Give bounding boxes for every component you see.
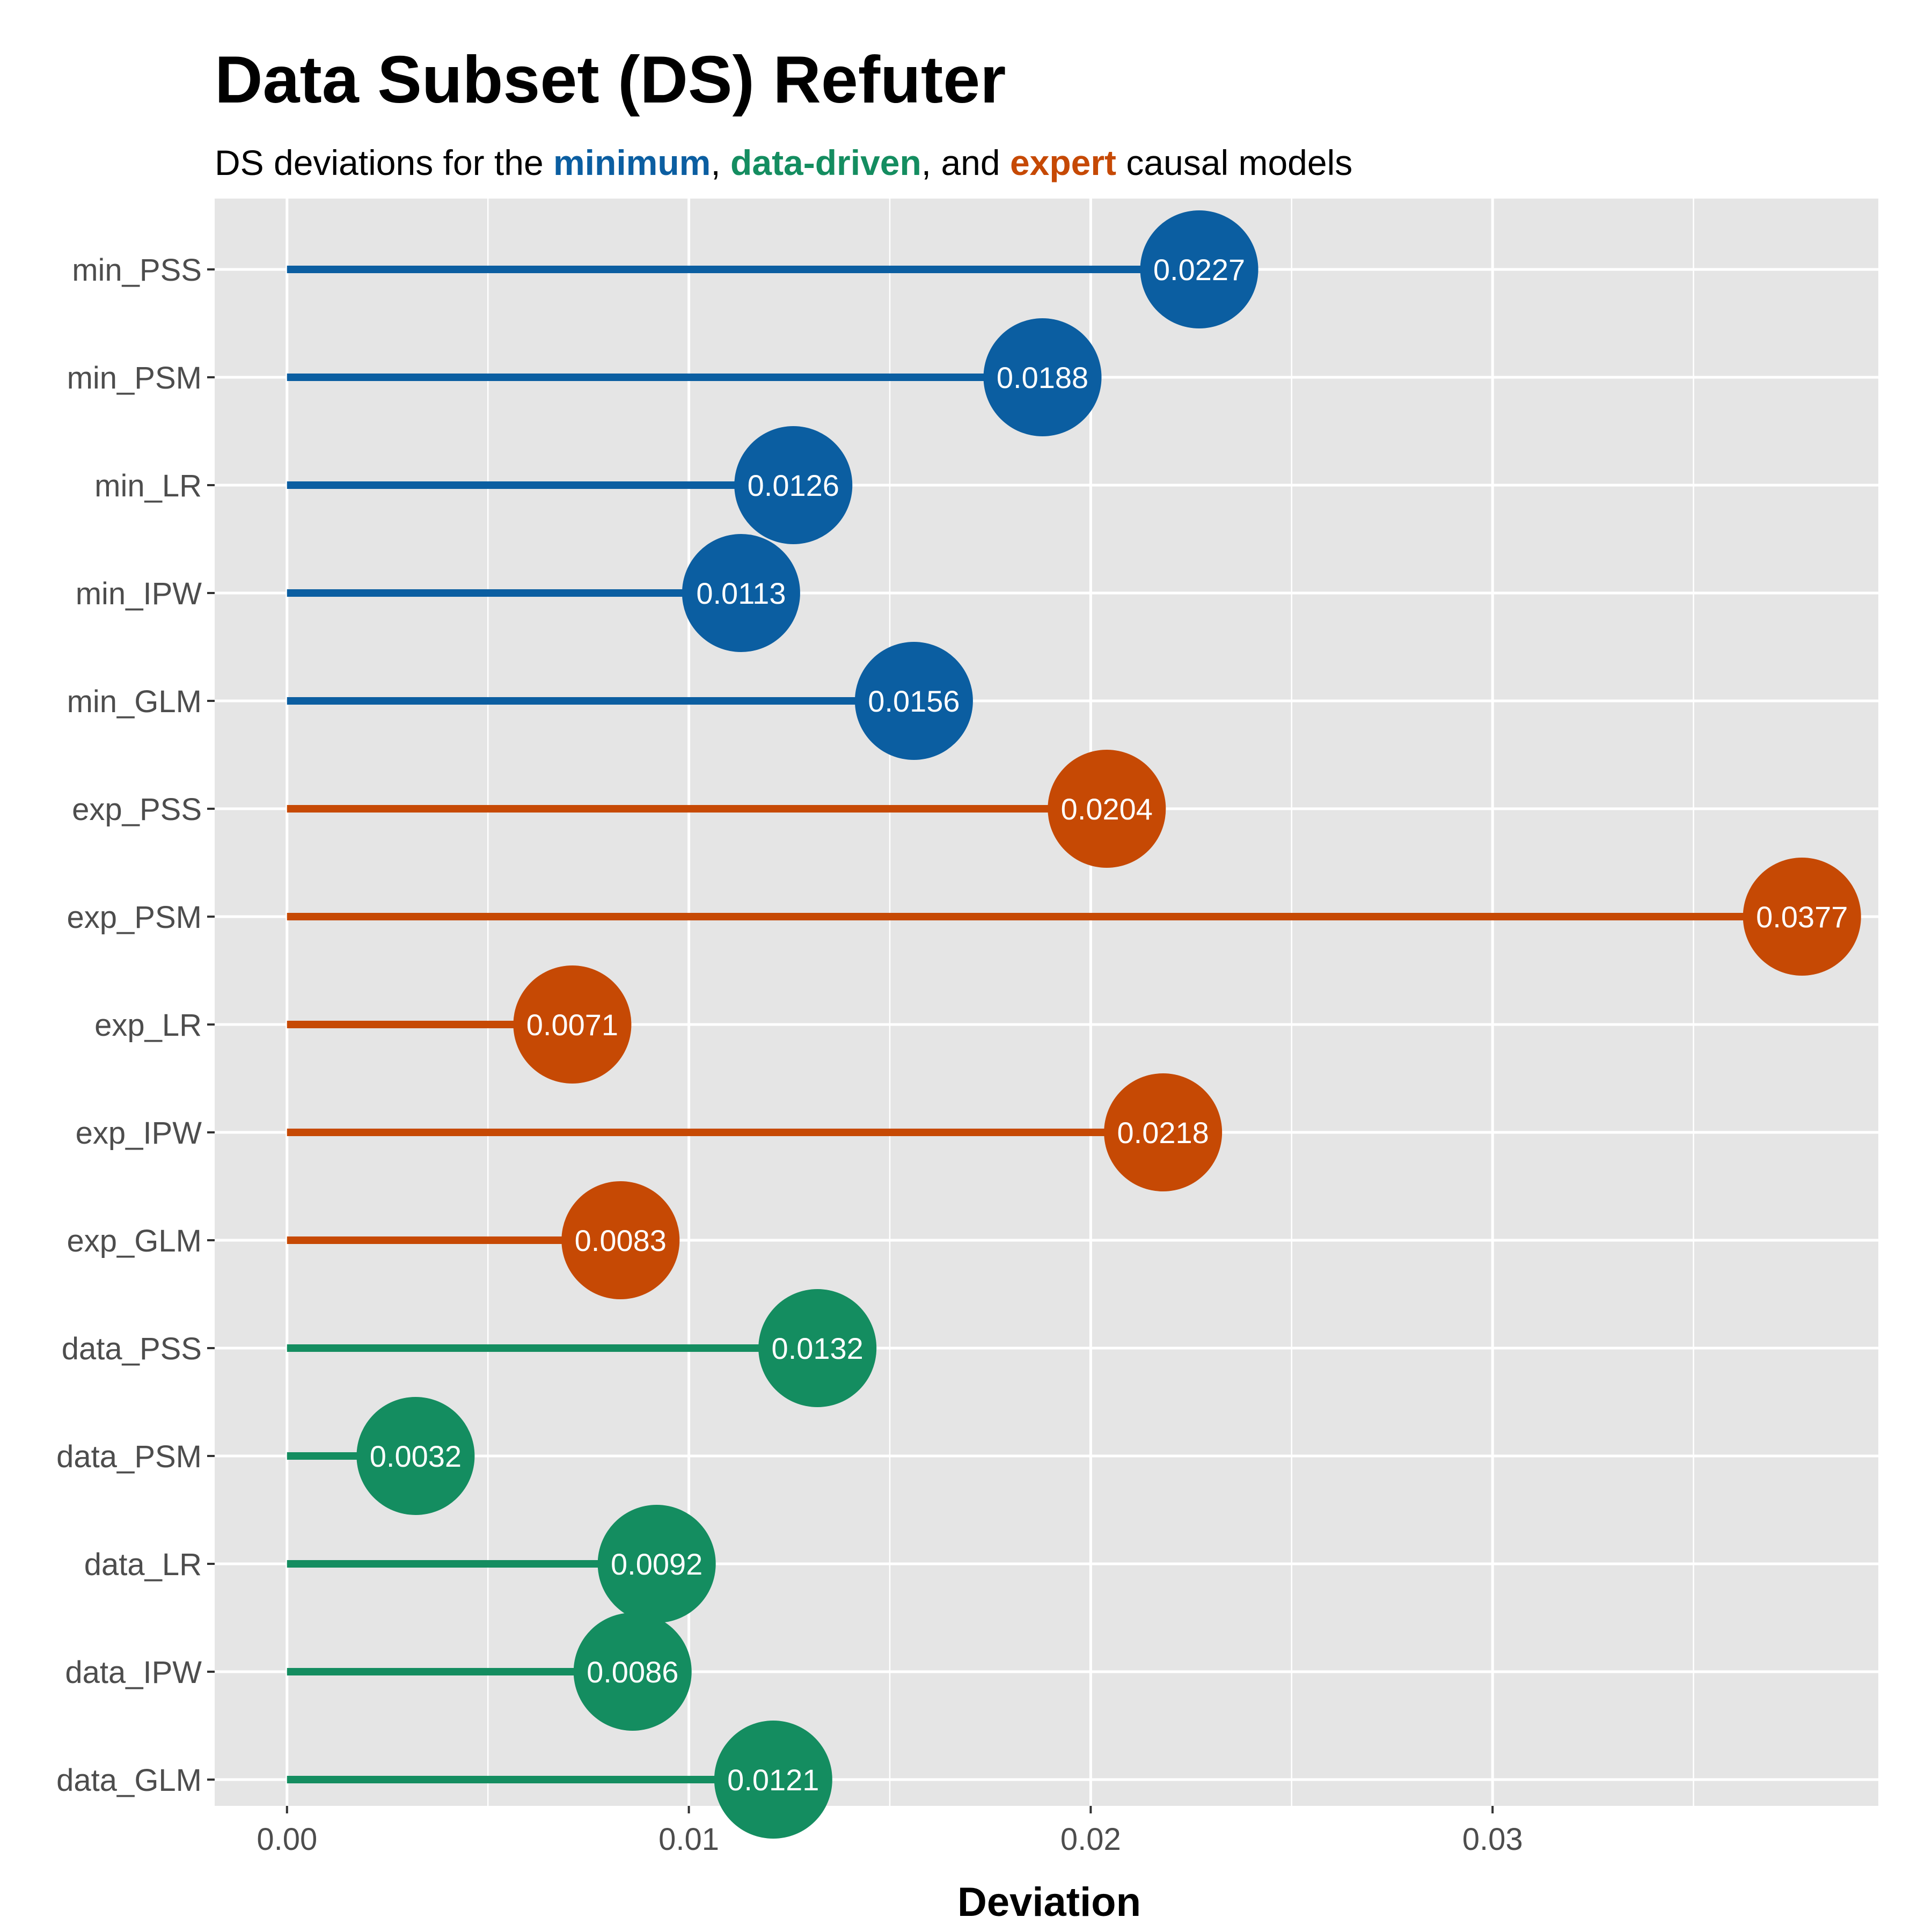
x-axis-title: Deviation <box>957 1879 1141 1925</box>
lollipop-dot <box>513 965 632 1084</box>
y-tick-label: exp_PSM <box>67 900 202 935</box>
subtitle-prefix: DS deviations for the <box>215 143 553 182</box>
lollipop-dot <box>356 1397 475 1515</box>
data-label: 0.0204 <box>1061 792 1153 826</box>
lollipop-dot <box>561 1181 680 1299</box>
lollipop-dot <box>983 318 1102 436</box>
x-tick-label: 0.03 <box>1462 1822 1523 1857</box>
data-label: 0.0121 <box>727 1763 819 1797</box>
plot-panel <box>215 199 1878 1806</box>
x-tick-label: 0.01 <box>658 1822 719 1857</box>
y-axis: min_PSS min_PSM min_LR min_IPW min_GLM exp_PS… <box>56 253 215 1798</box>
y-tick-label: min_IPW <box>76 576 202 611</box>
subtitle-expert: expert <box>1009 143 1117 182</box>
lollipop-dot <box>758 1289 877 1407</box>
y-tick-label: data_LR <box>84 1547 202 1582</box>
data-label: 0.0071 <box>526 1008 618 1042</box>
x-axis: 0.00 0.01 0.02 0.03 <box>257 1806 1523 1857</box>
lollipop-dot <box>682 534 800 652</box>
chart-subtitle: DS deviations for the minimum, data-driv… <box>215 142 1352 183</box>
y-tick-label: min_PSS <box>72 253 202 288</box>
y-tick-label: exp_PSS <box>72 792 202 827</box>
lollipop-dot <box>597 1505 716 1623</box>
data-label: 0.0218 <box>1117 1116 1209 1150</box>
data-label: 0.0086 <box>587 1655 678 1689</box>
data-label: 0.0083 <box>575 1224 667 1257</box>
x-tick-label: 0.02 <box>1060 1822 1121 1857</box>
stick-layer <box>287 266 1802 1783</box>
y-tick-label: data_IPW <box>65 1655 202 1690</box>
y-tick-label: min_LR <box>94 469 202 503</box>
lollipop-dot <box>714 1721 832 1839</box>
lollipop-dot <box>573 1613 692 1731</box>
data-label: 0.0377 <box>1756 900 1848 934</box>
y-tick-label: data_GLM <box>56 1763 202 1798</box>
data-label: 0.0156 <box>868 684 960 718</box>
subtitle-suffix: causal models <box>1116 143 1353 182</box>
lollipop-dot <box>1140 210 1258 328</box>
data-label: 0.0132 <box>772 1331 863 1365</box>
y-tick-label: exp_IPW <box>76 1116 202 1151</box>
data-label: 0.0113 <box>696 576 786 610</box>
y-tick-label: data_PSS <box>62 1331 202 1366</box>
lollipop-dot <box>734 426 853 544</box>
data-label: 0.0032 <box>370 1439 462 1473</box>
lollipop-dot <box>1743 858 1861 976</box>
lollipop-dot <box>1104 1073 1223 1191</box>
data-label: 0.0092 <box>611 1547 702 1581</box>
dot-layer: 0.0227 0.0188 0.0126 0.0113 0.0156 0.0204 0.03… <box>356 210 1861 1839</box>
y-tick-label: data_PSM <box>56 1439 202 1474</box>
subtitle-sep1: , <box>711 143 731 182</box>
subtitle-sep2: , and <box>921 143 1010 182</box>
chart-title: Data Subset (DS) Refuter <box>215 43 1006 117</box>
subtitle-data-driven: data-driven <box>730 143 921 182</box>
y-tick-label: min_GLM <box>67 684 202 719</box>
data-label: 0.0227 <box>1153 253 1245 287</box>
y-tick-label: exp_LR <box>94 1008 202 1043</box>
lollipop-dot <box>854 642 973 760</box>
y-tick-label: min_PSM <box>67 361 202 396</box>
subtitle-minimum: minimum <box>553 143 711 182</box>
data-label: 0.0126 <box>748 469 839 502</box>
y-tick-label: exp_GLM <box>67 1224 202 1258</box>
data-label: 0.0188 <box>997 361 1088 394</box>
x-tick-label: 0.00 <box>257 1822 317 1857</box>
lollipop-dot <box>1048 750 1166 868</box>
